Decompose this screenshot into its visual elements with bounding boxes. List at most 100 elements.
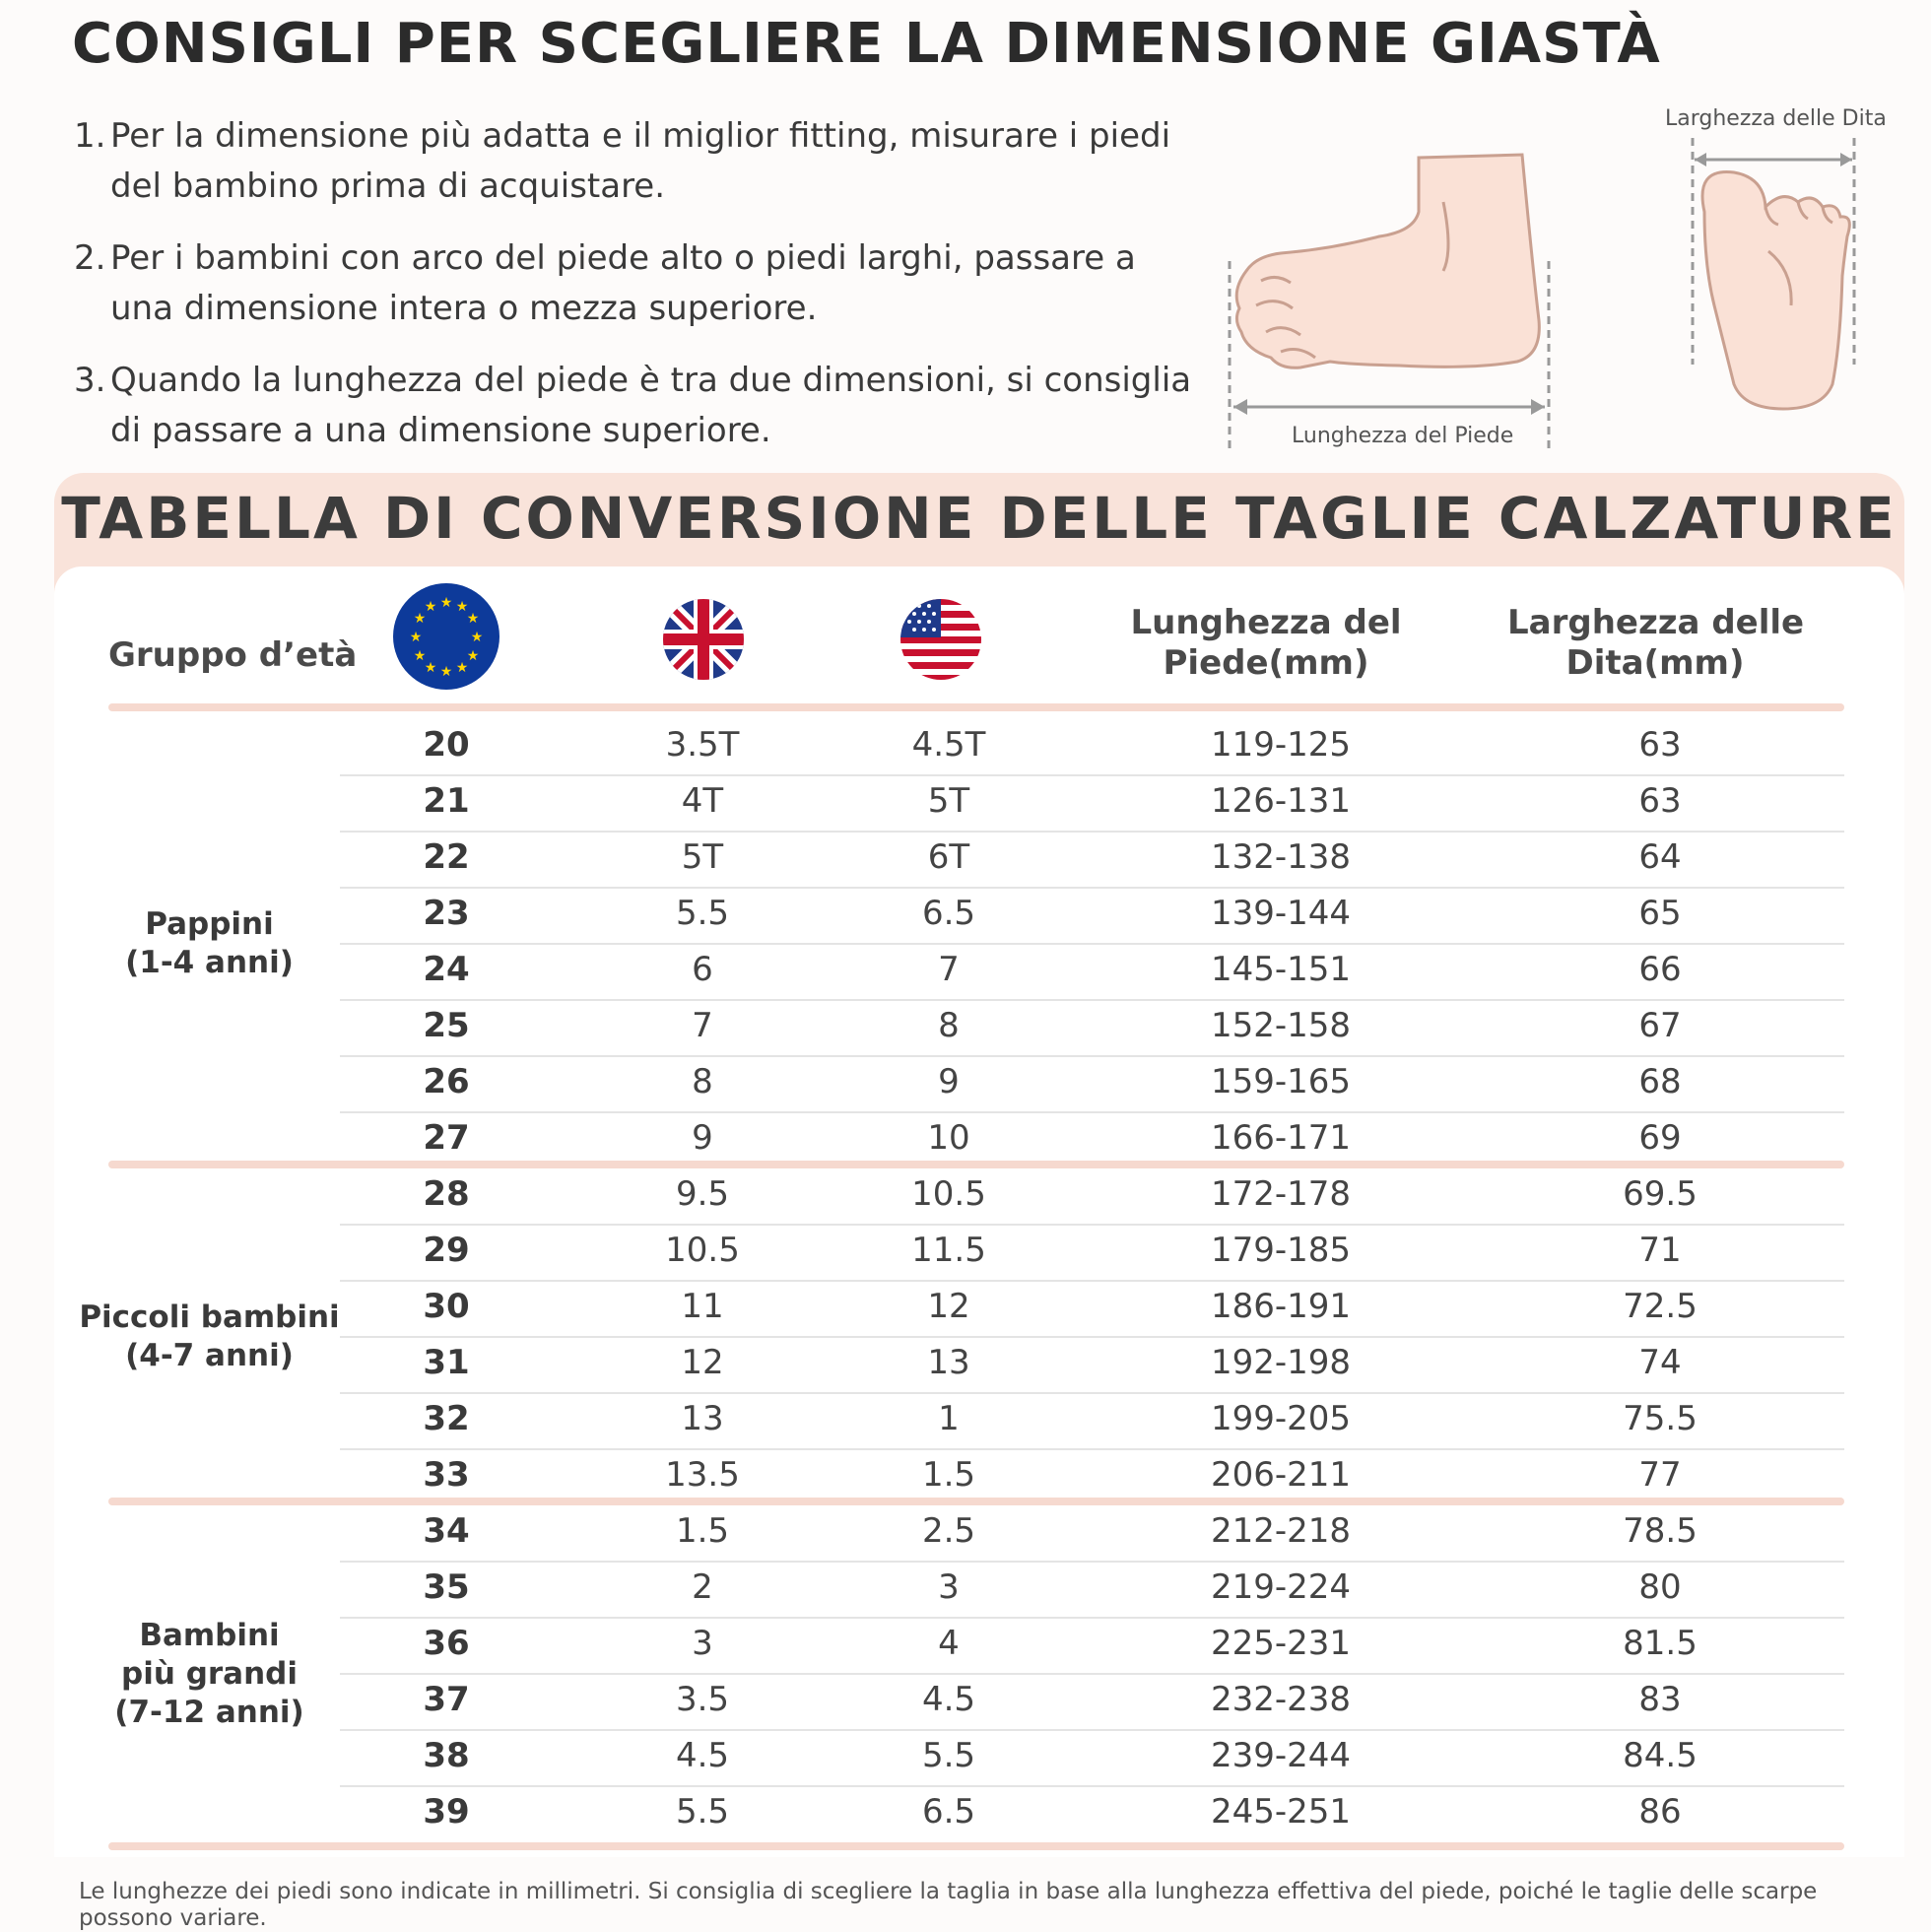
cell-us-size: 1 (938, 1399, 960, 1438)
cell-eu-size: 35 (423, 1567, 470, 1607)
cell-foot-length: 239-244 (1210, 1736, 1352, 1775)
cell-uk-size: 1.5 (675, 1511, 730, 1551)
foot-length-label: Lunghezza del Piede (1292, 424, 1514, 448)
cell-eu-size: 30 (423, 1287, 470, 1326)
cell-uk-size: 12 (681, 1343, 724, 1382)
tip-item: 2. Per i bambini con arco del piede alto… (74, 233, 1207, 334)
cell-toe-width: 80 (1638, 1567, 1682, 1607)
cell-us-size: 12 (927, 1287, 970, 1326)
row-divider (340, 943, 1844, 945)
cell-toe-width: 84.5 (1623, 1736, 1698, 1775)
cell-eu-size: 33 (423, 1455, 470, 1495)
svg-text:★: ★ (440, 664, 453, 680)
foot-side-view-icon (1228, 153, 1551, 448)
svg-text:★: ★ (467, 611, 480, 627)
tip-number: 1. (74, 116, 106, 156)
row-divider (340, 1561, 1844, 1563)
tips-list: 1. Per la dimensione più adatta e il mig… (74, 111, 1207, 478)
header-age-group: Gruppo d’età (108, 635, 358, 675)
footnote: Le lunghezze dei piedi sono indicate in … (79, 1879, 1818, 1931)
tip-number: 3. (74, 361, 106, 400)
cell-toe-width: 71 (1638, 1231, 1682, 1270)
cell-foot-length: 199-205 (1210, 1399, 1352, 1438)
cell-toe-width: 75.5 (1623, 1399, 1698, 1438)
cell-uk-size: 2 (692, 1567, 713, 1607)
svg-text:★: ★ (456, 599, 469, 615)
group-divider (108, 1842, 1844, 1850)
cell-us-size: 2.5 (921, 1511, 976, 1551)
cell-us-size: 6.5 (921, 894, 976, 933)
tip-item: 3. Quando la lunghezza del piede è tra d… (74, 356, 1207, 456)
cell-uk-size: 6 (692, 950, 713, 989)
cell-eu-size: 21 (423, 781, 470, 821)
row-divider (340, 1111, 1844, 1113)
cell-uk-size: 10.5 (665, 1231, 740, 1270)
cell-toe-width: 68 (1638, 1062, 1682, 1101)
cell-uk-size: 3.5T (665, 725, 740, 765)
cell-us-size: 4.5T (911, 725, 986, 765)
cell-uk-size: 13.5 (665, 1455, 740, 1495)
tip-text: Quando la lunghezza del piede è tra due … (110, 361, 1192, 450)
tip-text: Per i bambini con arco del piede alto o … (110, 238, 1136, 328)
row-divider (340, 1729, 1844, 1731)
cell-foot-length: 172-178 (1210, 1174, 1352, 1214)
cell-us-size: 4 (938, 1624, 960, 1663)
eu-flag-icon: ★ ★★ ★★★ ★★★ ★★★ (393, 583, 499, 690)
cell-uk-size: 5.5 (675, 1792, 730, 1832)
row-divider (340, 999, 1844, 1001)
cell-us-size: 1.5 (921, 1455, 976, 1495)
row-divider (340, 1280, 1844, 1282)
svg-text:★: ★ (440, 595, 453, 611)
cell-eu-size: 37 (423, 1680, 470, 1719)
toe-width-label: Larghezza delle Dita (1665, 106, 1887, 131)
tip-text: Per la dimensione più adatta e il miglio… (110, 116, 1171, 206)
cell-eu-size: 22 (423, 837, 470, 877)
cell-eu-size: 32 (423, 1399, 470, 1438)
row-divider (340, 1336, 1844, 1338)
row-divider (340, 1055, 1844, 1057)
cell-foot-length: 179-185 (1210, 1231, 1352, 1270)
cell-toe-width: 65 (1638, 894, 1682, 933)
cell-eu-size: 39 (423, 1792, 470, 1832)
cell-toe-width: 63 (1638, 725, 1682, 765)
svg-text:★: ★ (414, 611, 427, 627)
cell-us-size: 4.5 (921, 1680, 976, 1719)
cell-foot-length: 145-151 (1210, 950, 1352, 989)
cell-uk-size: 3 (692, 1624, 713, 1663)
cell-eu-size: 38 (423, 1736, 470, 1775)
cell-toe-width: 78.5 (1623, 1511, 1698, 1551)
cell-toe-width: 69 (1638, 1118, 1682, 1158)
cell-toe-width: 77 (1638, 1455, 1682, 1495)
cell-eu-size: 20 (423, 725, 470, 765)
cell-uk-size: 9.5 (675, 1174, 730, 1214)
row-divider (340, 774, 1844, 776)
cell-us-size: 13 (927, 1343, 970, 1382)
cell-uk-size: 11 (681, 1287, 724, 1326)
row-divider (340, 1617, 1844, 1619)
page-title: CONSIGLI PER SCEGLIERE LA DIMENSIONE GIA… (72, 12, 1661, 76)
us-flag-icon (900, 599, 981, 680)
group-divider (108, 1498, 1844, 1505)
svg-text:★: ★ (425, 660, 437, 676)
cell-foot-length: 126-131 (1210, 781, 1352, 821)
svg-text:★: ★ (414, 648, 427, 664)
cell-foot-length: 186-191 (1210, 1287, 1352, 1326)
cell-toe-width: 72.5 (1623, 1287, 1698, 1326)
cell-us-size: 8 (938, 1006, 960, 1045)
cell-us-size: 7 (938, 950, 960, 989)
cell-us-size: 11.5 (911, 1231, 986, 1270)
cell-toe-width: 81.5 (1623, 1624, 1698, 1663)
cell-uk-size: 3.5 (675, 1680, 730, 1719)
cell-eu-size: 25 (423, 1006, 470, 1045)
group-divider (108, 1161, 1844, 1168)
svg-text:★: ★ (410, 630, 423, 645)
cell-uk-size: 5T (681, 837, 724, 877)
size-table (54, 566, 1904, 1857)
cell-toe-width: 83 (1638, 1680, 1682, 1719)
cell-us-size: 6T (927, 837, 970, 877)
age-group-label: Piccoli bambini (4-7 anni) (79, 1299, 340, 1373)
cell-foot-length: 166-171 (1210, 1118, 1352, 1158)
cell-foot-length: 192-198 (1210, 1343, 1352, 1382)
cell-foot-length: 212-218 (1210, 1511, 1352, 1551)
cell-eu-size: 36 (423, 1624, 470, 1663)
